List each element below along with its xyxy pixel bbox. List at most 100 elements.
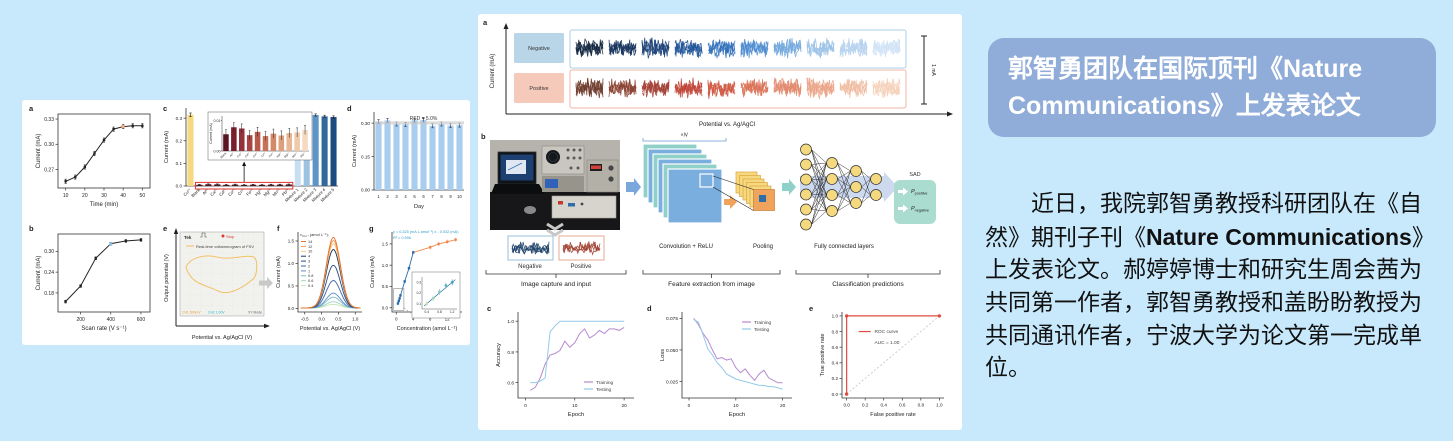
svg-text:0.0: 0.0 xyxy=(288,306,295,311)
svg-text:Testing: Testing xyxy=(754,327,770,333)
svg-text:Output potential (V): Output potential (V) xyxy=(164,254,170,302)
svg-text:0.050: 0.050 xyxy=(666,348,678,354)
svg-text:Pnegative: Pnegative xyxy=(911,206,929,212)
figure2-panel-a-waveforms: Current (mA) Potential vs. Ag/AgCl Negativ… xyxy=(483,18,953,128)
svg-text:Positive: Positive xyxy=(570,264,592,270)
svg-text:0.30: 0.30 xyxy=(361,121,370,126)
svg-text:Loss: Loss xyxy=(660,349,666,361)
svg-text:0.0: 0.0 xyxy=(382,305,389,310)
svg-text:0.30: 0.30 xyxy=(44,249,54,255)
svg-text:0.30: 0.30 xyxy=(44,142,54,148)
svg-text:Current (mA): Current (mA) xyxy=(352,135,358,167)
svg-text:600: 600 xyxy=(137,317,146,323)
svg-text:Time (min): Time (min) xyxy=(90,202,118,208)
svg-text:0.24: 0.24 xyxy=(44,270,54,276)
svg-text:6: 6 xyxy=(422,194,425,199)
svg-text:1: 1 xyxy=(308,268,310,273)
svg-text:Cu²⁺: Cu²⁺ xyxy=(182,187,192,197)
svg-text:1.5: 1.5 xyxy=(288,239,295,244)
svg-text:y = 0.325 (mA L amol⁻¹) x - 0.: y = 0.325 (mA L amol⁻¹) x - 0.032 (mA) xyxy=(393,230,459,234)
right-arrow-icon xyxy=(626,178,641,196)
svg-text:3: 3 xyxy=(308,259,310,264)
svg-text:0.0: 0.0 xyxy=(843,403,850,408)
svg-text:10: 10 xyxy=(457,194,462,199)
svg-text:0.8: 0.8 xyxy=(918,403,925,408)
svg-text:AUC = 1.00: AUC = 1.00 xyxy=(874,340,899,346)
svg-text:1: 1 xyxy=(377,194,380,199)
svg-text:8: 8 xyxy=(429,317,432,322)
svg-text:Ca²⁺: Ca²⁺ xyxy=(209,187,219,197)
svg-text:Hg²⁺: Hg²⁺ xyxy=(254,187,264,197)
svg-text:Accuracy: Accuracy xyxy=(496,343,502,367)
svg-text:Cr³⁺: Cr³⁺ xyxy=(260,151,267,158)
svg-text:Classification predictions: Classification predictions xyxy=(832,281,904,288)
svg-text:40: 40 xyxy=(120,193,126,199)
svg-text:0.33: 0.33 xyxy=(44,117,54,123)
svg-text:0.8: 0.8 xyxy=(832,329,839,334)
svg-text:Negative: Negative xyxy=(518,264,542,270)
svg-text:b: b xyxy=(29,224,34,233)
svg-text:c: c xyxy=(163,104,167,113)
svg-text:SAD: SAD xyxy=(909,172,920,178)
svg-text:1.0: 1.0 xyxy=(936,403,943,408)
svg-text:0.8: 0.8 xyxy=(308,273,313,278)
svg-text:1.0: 1.0 xyxy=(288,261,295,266)
svg-text:0.15: 0.15 xyxy=(361,154,370,159)
svg-text:Potential vs. Ag/AgCl (V): Potential vs. Ag/AgCl (V) xyxy=(300,326,360,332)
white-arrow-icon xyxy=(898,187,908,196)
svg-text:Mg²⁺: Mg²⁺ xyxy=(262,187,272,197)
svg-text:a: a xyxy=(29,104,34,113)
svg-text:2: 2 xyxy=(386,194,389,199)
svg-text:0: 0 xyxy=(395,317,398,322)
svg-text:e: e xyxy=(809,304,813,313)
svg-text:RSD = 5.0%: RSD = 5.0% xyxy=(410,116,438,122)
svg-text:4: 4 xyxy=(308,254,311,259)
svg-text:Potential vs. Ag/AgCl: Potential vs. Ag/AgCl xyxy=(699,122,755,128)
svg-text:Fully connected layers: Fully connected layers xyxy=(814,244,874,250)
svg-text:Cr³⁺: Cr³⁺ xyxy=(237,187,246,196)
svg-text:CH2 1.00V: CH2 1.00V xyxy=(208,311,225,315)
svg-text:True positive rate: True positive rate xyxy=(820,333,826,376)
svg-text:Cd²⁺: Cd²⁺ xyxy=(218,187,228,197)
figure1-panel-f-voltammogram-peaks: -0.5 0.0 0.5 1.0 0.0 0.5 1.0 1.5 Potential vs. A… xyxy=(276,224,362,332)
svg-text:0.18: 0.18 xyxy=(44,291,54,297)
svg-text:0.5: 0.5 xyxy=(382,284,389,289)
figure2-panel-d-loss: 0 10 20 0.025 0.050 0.075 Epoch Loss TrainingTes… xyxy=(647,304,792,418)
svg-text:Blank: Blank xyxy=(190,187,202,199)
lab-setup-photo xyxy=(490,140,620,230)
svg-text:0.6: 0.6 xyxy=(308,278,313,283)
svg-text:10: 10 xyxy=(733,403,739,409)
svg-text:0: 0 xyxy=(688,403,691,409)
svg-text:Pb²⁺: Pb²⁺ xyxy=(281,187,291,197)
svg-text:400: 400 xyxy=(107,317,116,323)
svg-text:Current (mA): Current (mA) xyxy=(209,123,213,144)
svg-text:Current (mA): Current (mA) xyxy=(36,256,42,291)
announcement-title-text: 郭智勇团队在国际顶刊《Nature Communications》上发表论文 xyxy=(1008,55,1363,120)
svg-text:0.2: 0.2 xyxy=(417,291,422,295)
svg-text:0.5: 0.5 xyxy=(288,284,295,289)
svg-text:0.4: 0.4 xyxy=(425,310,430,314)
announcement-paragraph: 近日，我院郭智勇教授科研团队在《自然》期刊子刊《Nature Communica… xyxy=(985,188,1443,385)
orange-arrow-icon xyxy=(724,195,737,209)
svg-text:0.0: 0.0 xyxy=(176,184,183,189)
svg-text:False positive rate: False positive rate xyxy=(870,412,915,418)
svg-text:Day: Day xyxy=(414,204,424,210)
svg-text:0.075: 0.075 xyxy=(666,316,678,322)
svg-text:XY Mode: XY Mode xyxy=(248,311,262,315)
svg-text:0: 0 xyxy=(524,403,527,409)
svg-text:g: g xyxy=(369,224,374,233)
svg-text:Cd²⁺: Cd²⁺ xyxy=(244,151,251,158)
svg-text:Scan rate (V s⁻¹): Scan rate (V s⁻¹) xyxy=(81,326,126,332)
figure1-card: 10 20 30 40 50 0.27 0.30 0.33 Time (min) Current … xyxy=(22,100,470,345)
svg-text:1.0: 1.0 xyxy=(507,319,514,325)
svg-text:0.4: 0.4 xyxy=(308,283,314,288)
svg-text:0.025: 0.025 xyxy=(666,379,678,385)
svg-text:e: e xyxy=(163,224,167,233)
svg-text:Al³⁺: Al³⁺ xyxy=(229,151,236,158)
svg-text:0.1: 0.1 xyxy=(417,302,422,306)
svg-text:0.0: 0.0 xyxy=(318,317,325,322)
svg-text:0.01: 0.01 xyxy=(214,119,221,123)
svg-text:Current (mA): Current (mA) xyxy=(36,134,42,169)
svg-text:Co²⁺: Co²⁺ xyxy=(252,151,259,158)
svg-text:Real-time voltammogram of FSV: Real-time voltammogram of FSV xyxy=(196,244,254,249)
